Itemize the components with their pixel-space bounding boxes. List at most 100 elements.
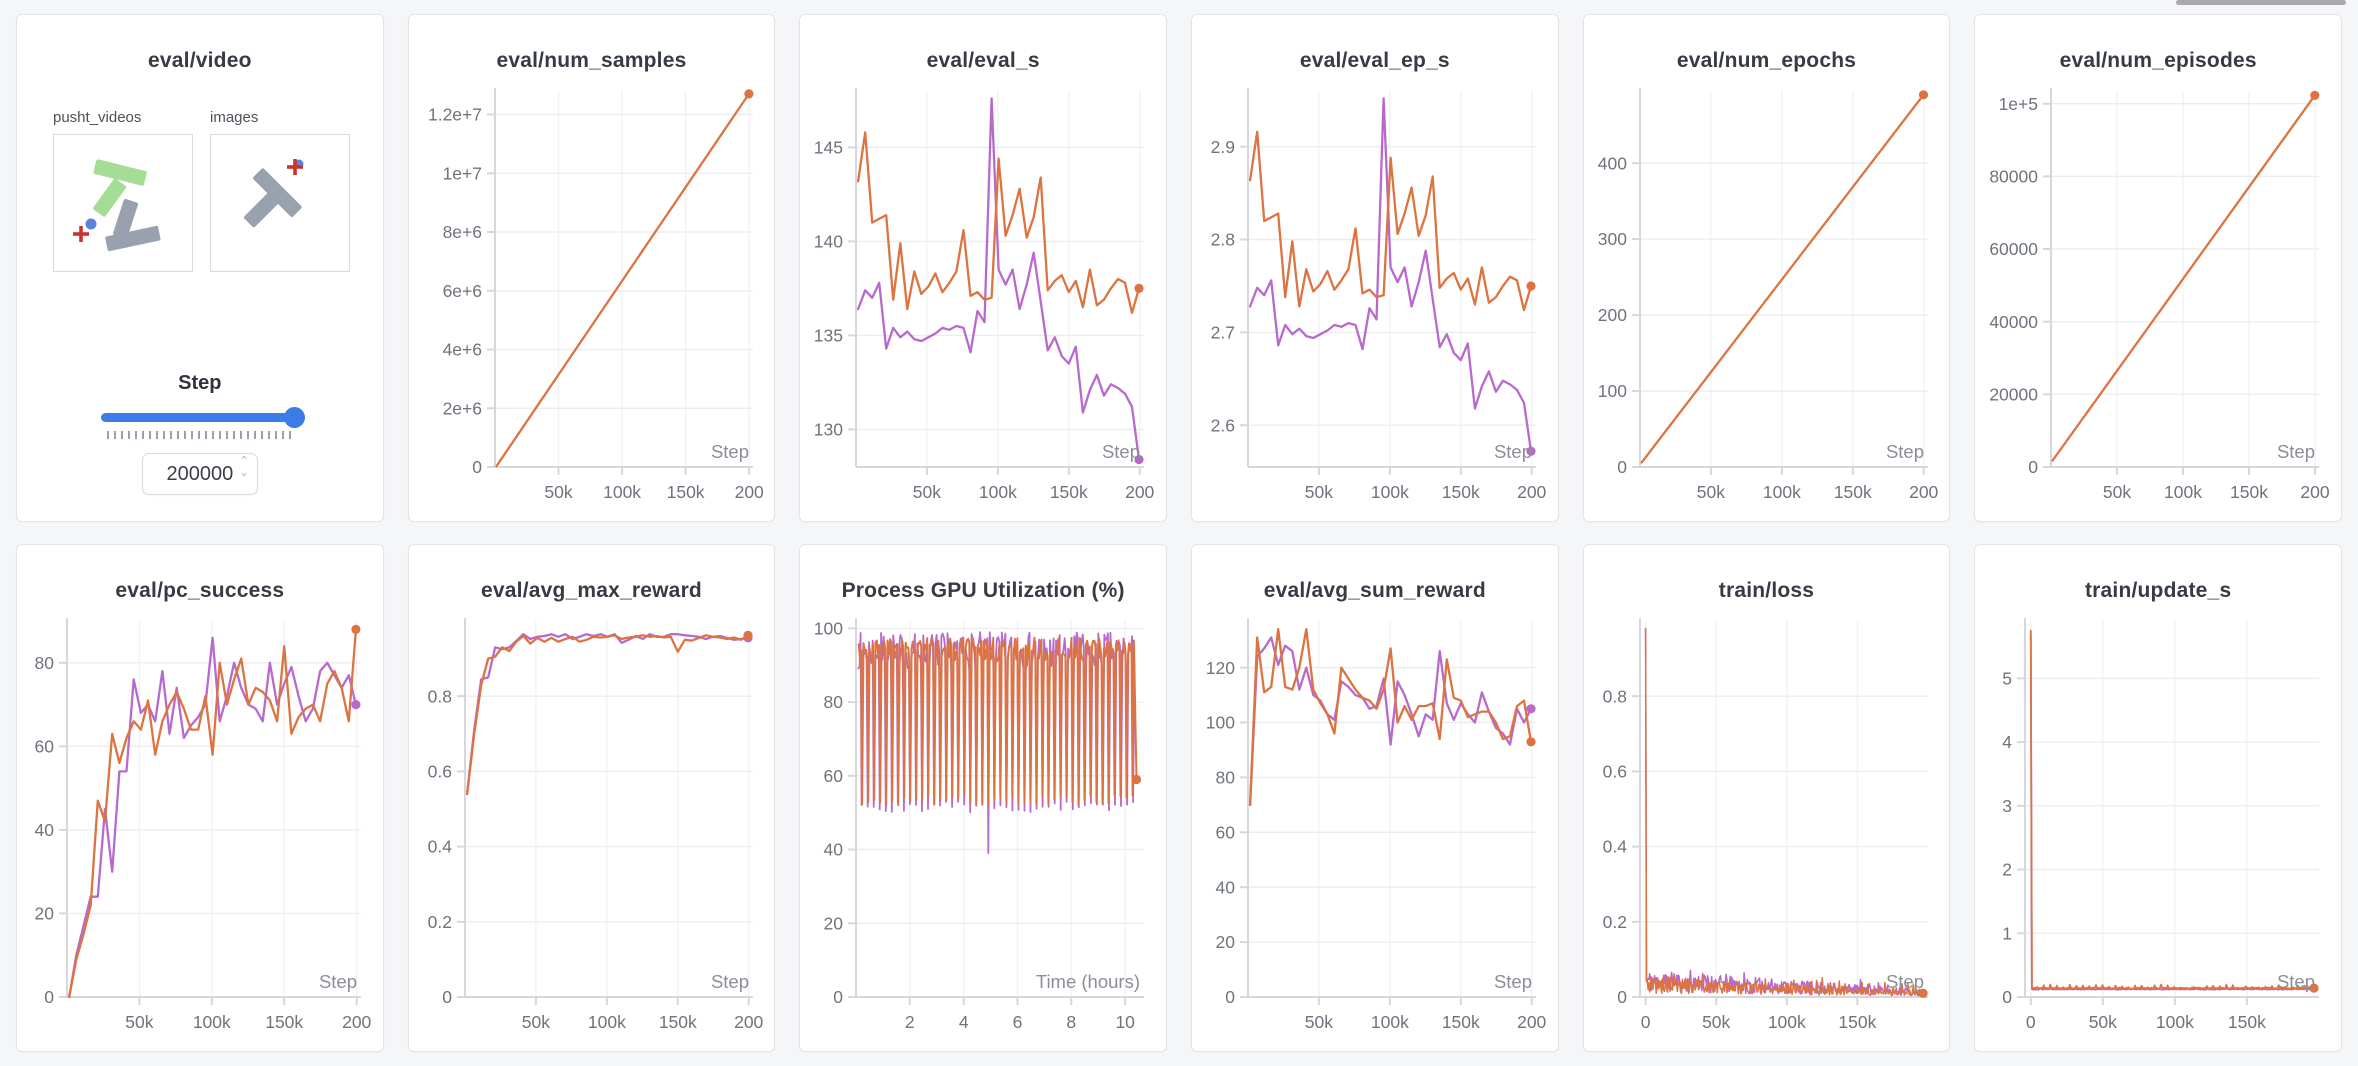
x-tick-label: 50k [521,1012,549,1032]
chart-plot[interactable]: 130 135 140 145 50k 100k 150k 200 Step [804,81,1158,515]
chart-title: eval/avg_max_reward [481,579,702,602]
chart-title: eval/num_samples [496,49,687,72]
slider-track[interactable] [100,413,299,422]
chart-plot[interactable]: 0 20 40 60 80 100 2 4 6 8 10 Time (hours) [804,611,1158,1045]
chart-plot[interactable]: 2.6 2.7 2.8 2.9 50k 100k 150k 200 Step [1196,81,1550,515]
series-line-purple[interactable] [2030,632,2315,991]
series-end-dot-orange[interactable] [1132,774,1142,785]
slider-thumb[interactable] [283,407,305,428]
panel-eval-num-episodes: eval/num_episodes 0 20000 40000 60000 80000 1… [1974,14,2342,522]
series-line-orange[interactable] [1248,628,1533,807]
chart-plot[interactable]: 0 20 40 60 80 100 120 50k 100k 150k 200 Step [1196,611,1550,1045]
chart-plot[interactable]: 0 100 200 300 400 50k 100k 150k 200 Step [1588,81,1942,515]
x-tick-label: 50k [913,482,941,502]
series-end-dot-orange[interactable] [743,89,754,99]
series-line-purple[interactable] [1644,627,1923,997]
series-line-purple[interactable] [68,636,358,999]
x-axis-label: Step [1494,971,1532,992]
series-line-orange[interactable] [1248,130,1533,312]
chart-title: eval/eval_ep_s [1299,49,1450,72]
x-tick-label: 100k [193,1012,231,1032]
chart-plot[interactable]: 0 20 40 60 80 50k 100k 150k 200 Step [21,611,375,1045]
chart-svg: 0 0.2 0.4 0.6 0.8 0 50k 100k 150k Step [1602,618,1928,1032]
chart-svg: 0 20 40 60 80 50k 100k 150k 200 Step [35,618,372,1032]
x-tick-label: 150k [1442,482,1480,502]
x-axis-label: Time (hours) [1036,971,1140,992]
series-end-dot-orange[interactable] [1134,283,1144,293]
y-tick-label: 0.6 [427,762,451,782]
x-tick-label: 50k [1696,482,1724,502]
series-line-purple[interactable] [1248,636,1533,807]
y-tick-label: 60 [35,736,55,756]
step-input[interactable]: 200000 ⌃ ⌄ [141,453,258,495]
x-axis-label: Step [711,971,749,992]
y-tick-label: 40000 [1990,312,2039,332]
step-slider[interactable] [100,407,305,428]
series-line-orange[interactable] [2030,629,2316,990]
series-end-dot-orange[interactable] [1918,988,1928,998]
chart-svg: 0 20 40 60 80 100 2 4 6 8 10 Time (hours) [814,618,1145,1032]
x-tick-label: 200 [1125,482,1154,502]
step-control: Step 200000 ⌃ ⌄ [17,372,383,495]
horizontal-scrollbar-thumb[interactable] [2176,0,2346,5]
series-line-purple[interactable] [1248,97,1533,453]
chart-title: train/update_s [2084,579,2232,602]
x-tick-label: 50k [1305,482,1333,502]
series-end-dot-orange[interactable] [1526,281,1536,291]
series-line-orange[interactable] [68,628,358,999]
stepper-up-icon[interactable]: ⌃ [239,455,249,467]
chart-plot[interactable]: 0 1 2 3 4 5 0 50k 100k 150k Step [1979,611,2333,1045]
y-tick-label: 400 [1597,153,1626,173]
series-line-orange[interactable] [1644,627,1924,997]
series-end-dot-orange[interactable] [2310,90,2320,100]
x-axis-label: Step [2277,441,2315,462]
y-tick-label: 80000 [1990,167,2039,187]
chart-title: train/loss [1718,579,1815,602]
x-axis-label: Step [711,441,749,462]
x-tick-label: 100k [1371,1012,1409,1032]
series-line-orange[interactable] [495,92,750,468]
stepper-down-icon[interactable]: ⌄ [239,467,249,479]
series-line-orange[interactable] [858,636,1138,807]
series-line-orange[interactable] [1640,93,1925,464]
series-line-orange[interactable] [465,634,749,796]
y-tick-label: 80 [824,692,844,712]
x-tick-label: 150k [666,482,704,502]
y-tick-label: 200 [1597,305,1626,325]
series-end-dot-orange[interactable] [743,630,753,640]
chart-title: eval/avg_sum_reward [1263,579,1486,602]
chart-plot[interactable]: 0 0.2 0.4 0.6 0.8 50k 100k 150k 200 Step [413,611,767,1045]
media-label: images [210,109,259,126]
x-tick-label: 100k [588,1012,626,1032]
agent-dot [85,218,97,230]
series-end-dot-purple[interactable] [1526,704,1536,714]
chart-plot[interactable]: 0 2e+6 4e+6 6e+6 8e+6 1e+7 1.2e+7 50k 100k 150k 20… [413,81,767,515]
image-thumbnail[interactable] [210,134,350,272]
gray-t-shape [244,168,302,228]
series-end-dot-orange[interactable] [1918,90,1928,100]
series-end-dot-purple[interactable] [351,700,361,710]
x-tick-label: 150k [1838,1012,1876,1032]
series-line-orange[interactable] [857,131,1141,314]
x-axis-label: Step [1886,971,1924,992]
series-end-dot-orange[interactable] [351,624,361,634]
x-tick-label: 150k [1050,482,1088,502]
series-end-dot-orange[interactable] [2309,983,2319,993]
series-end-dot-purple[interactable] [1134,454,1144,465]
series-end-dot-orange[interactable] [1526,737,1536,747]
chart-plot[interactable]: 0 20000 40000 60000 80000 1e+5 50k 100k 150k 200 S… [1979,81,2333,515]
x-tick-label: 50k [1702,1012,1730,1032]
target-cross [73,226,89,242]
video-thumbnail-pusht[interactable] [53,134,193,272]
chart-plot[interactable]: 0 0.2 0.4 0.6 0.8 0 50k 100k 150k Step [1588,611,1942,1045]
series-end-dot-purple[interactable] [1526,446,1536,456]
pusht-image-frame [244,159,304,228]
series-line-purple[interactable] [857,97,1141,461]
y-tick-label: 120 [1206,658,1235,678]
x-tick-label: 100k [1371,482,1409,502]
step-input-value[interactable]: 200000 [166,462,234,485]
x-tick-label: 8 [1067,1012,1077,1032]
series-line-orange[interactable] [2051,94,2317,462]
x-tick-label: 100k [1763,482,1801,502]
y-tick-label: 100 [814,619,843,639]
